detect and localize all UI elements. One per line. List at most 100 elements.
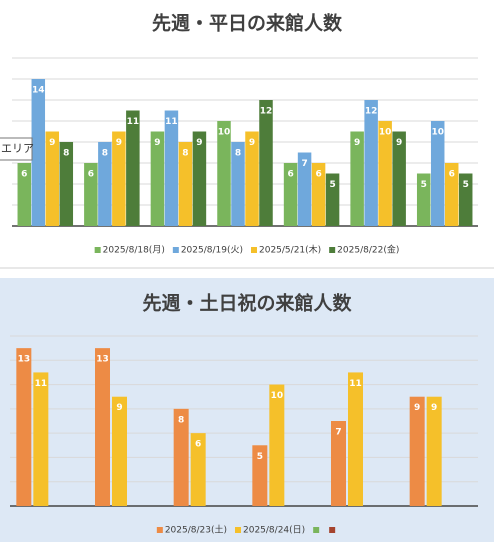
data-label: 13 [96, 355, 109, 365]
data-label: 8 [182, 149, 188, 159]
bar [426, 396, 442, 506]
data-label: 11 [35, 379, 48, 389]
data-label: 6 [195, 440, 201, 450]
legend-label: 2025/8/24(日) [243, 525, 305, 536]
legend-label: 2025/8/23(土) [165, 524, 227, 536]
bar [325, 173, 340, 226]
data-label: 9 [354, 138, 360, 148]
data-label: 7 [301, 159, 307, 169]
data-label: 10 [379, 128, 392, 138]
legend-swatch [329, 247, 336, 253]
data-label: 9 [154, 138, 160, 148]
bar [259, 100, 273, 226]
legend-swatch [156, 527, 163, 533]
data-label: 14 [32, 86, 45, 96]
data-label: 11 [349, 379, 362, 389]
data-label: 5 [257, 452, 263, 462]
bar [245, 131, 259, 226]
bar [45, 131, 60, 226]
data-label: 13 [18, 355, 31, 365]
data-label: 5 [329, 180, 335, 190]
data-label: 9 [431, 403, 437, 413]
bar [84, 163, 98, 226]
data-label: 7 [335, 428, 341, 438]
bar [112, 131, 126, 226]
bar [33, 372, 49, 506]
bar [95, 348, 110, 506]
bar [350, 131, 364, 226]
data-label: 6 [315, 170, 321, 180]
bar [59, 142, 74, 226]
bar [378, 121, 392, 226]
legend-swatch [251, 247, 257, 253]
bar [126, 110, 140, 226]
data-label: 5 [463, 180, 469, 190]
data-label: 6 [287, 170, 293, 180]
bar [311, 163, 326, 226]
data-label: 8 [63, 149, 69, 159]
legend-swatch [313, 527, 320, 533]
bar [409, 396, 425, 506]
chart-title: 先週・土日祝の来館人数 [142, 292, 352, 315]
bar [17, 163, 32, 226]
bar [458, 173, 473, 226]
bar [269, 384, 285, 506]
bar [364, 100, 378, 226]
bar [430, 121, 445, 226]
legend-label: 2025/8/18(月) [103, 245, 165, 256]
bar [416, 173, 431, 226]
data-label: 10 [431, 128, 444, 138]
data-label: 9 [49, 138, 55, 148]
legend-label: 2025/8/19(火) [181, 245, 243, 256]
data-label: 11 [127, 117, 140, 127]
bar [178, 142, 193, 226]
data-label: 10 [218, 128, 231, 138]
bar [444, 163, 459, 226]
chart-title: 先週・平日の来館人数 [152, 12, 343, 35]
bar [31, 79, 46, 226]
bar [16, 348, 32, 506]
data-label: 6 [21, 170, 27, 180]
bar [217, 121, 231, 226]
data-label: 9 [396, 138, 402, 148]
bar [150, 131, 165, 226]
legend-label: 2025/5/21(木) [259, 244, 321, 256]
data-label: 12 [260, 107, 273, 117]
data-label: 9 [116, 403, 122, 413]
bar [164, 110, 179, 226]
data-label: 8 [235, 149, 241, 159]
bar [331, 421, 346, 506]
legend-swatch [329, 527, 336, 533]
bar [392, 131, 406, 226]
bar [283, 163, 298, 226]
data-label: 8 [178, 415, 184, 425]
legend-swatch [235, 527, 241, 533]
bar [252, 445, 268, 506]
data-label: 9 [414, 403, 420, 413]
bar [112, 396, 127, 506]
bar [98, 142, 112, 226]
data-label: 9 [196, 138, 202, 148]
legend-swatch [172, 247, 179, 253]
data-label: 12 [365, 107, 378, 117]
bar [297, 152, 312, 226]
data-label: 8 [102, 149, 108, 159]
legend-swatch [94, 247, 101, 253]
tooltip: エリア [1, 142, 34, 155]
data-label: 6 [88, 170, 94, 180]
bar [348, 372, 363, 506]
tooltip-box [0, 137, 33, 161]
data-label: 9 [116, 138, 122, 148]
data-label: 9 [249, 138, 255, 148]
data-label: 5 [421, 180, 427, 190]
bar [190, 433, 206, 506]
data-label: 10 [271, 391, 284, 401]
data-label: 11 [165, 117, 178, 127]
bar [173, 408, 189, 506]
bar [231, 142, 245, 226]
bar [192, 131, 207, 226]
data-label: 6 [449, 170, 455, 180]
legend-label: 2025/8/22(金) [337, 244, 399, 256]
